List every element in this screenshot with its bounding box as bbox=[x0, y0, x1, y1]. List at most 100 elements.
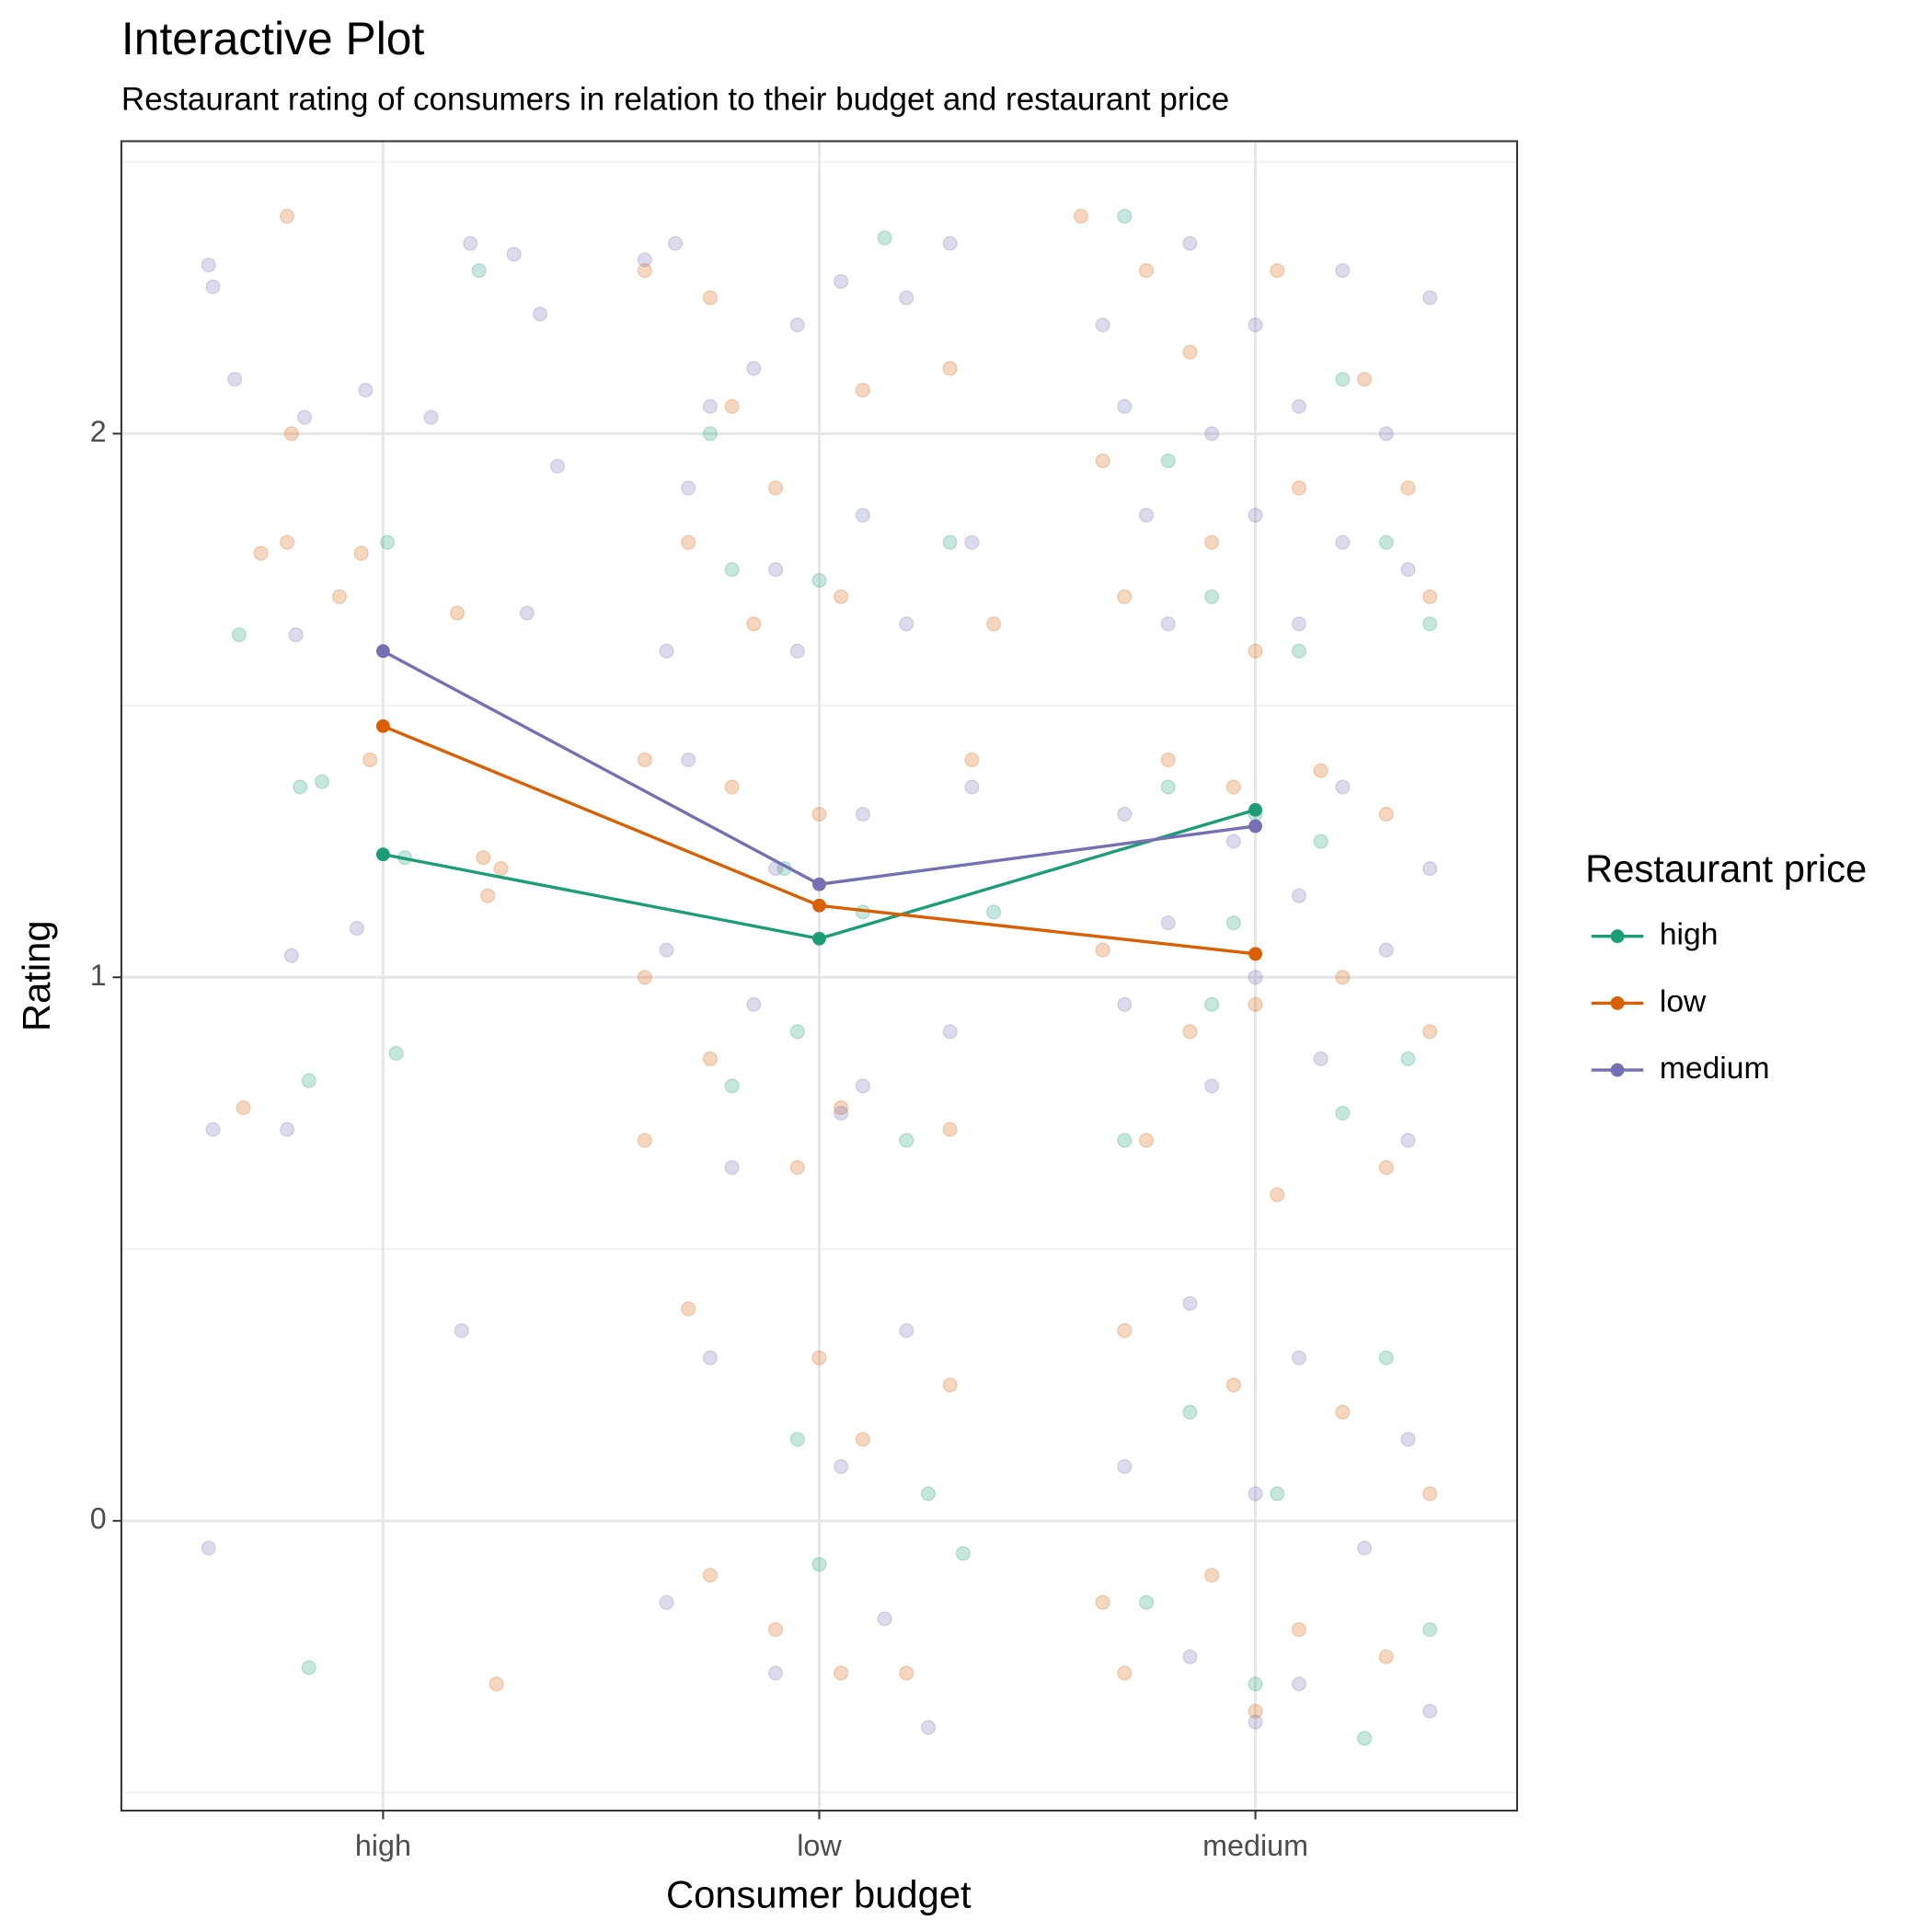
jitter-point bbox=[283, 426, 299, 442]
jitter-point bbox=[449, 605, 466, 621]
jitter-point bbox=[489, 1676, 504, 1692]
jitter-point bbox=[1248, 317, 1263, 333]
jitter-point bbox=[1291, 888, 1307, 903]
jitter-point bbox=[231, 627, 247, 643]
jitter-point bbox=[331, 589, 348, 604]
jitter-point bbox=[1291, 643, 1307, 659]
jitter-point bbox=[899, 1665, 914, 1681]
x-tick-label: medium bbox=[1202, 1829, 1308, 1862]
jitter-point bbox=[1182, 344, 1198, 360]
jitter-point bbox=[637, 1133, 652, 1148]
jitter-point bbox=[702, 290, 719, 305]
jitter-point bbox=[1204, 1078, 1220, 1094]
jitter-point bbox=[1291, 1622, 1307, 1638]
x-tick-label: low bbox=[797, 1829, 842, 1862]
jitter-point bbox=[942, 361, 958, 376]
jitter-point bbox=[1291, 398, 1307, 414]
jitter-point bbox=[899, 616, 914, 632]
jitter-point bbox=[1117, 1133, 1133, 1148]
mean-point bbox=[375, 847, 390, 862]
jitter-point bbox=[1378, 535, 1394, 550]
jitter-point bbox=[834, 1458, 849, 1475]
jitter-point bbox=[964, 752, 980, 767]
jitter-point bbox=[681, 1301, 696, 1317]
jitter-point bbox=[1378, 1649, 1394, 1664]
jitter-point bbox=[637, 752, 652, 767]
jitter-point bbox=[767, 1665, 784, 1681]
mean-point bbox=[1248, 819, 1262, 834]
jitter-point bbox=[1378, 426, 1394, 442]
jitter-point bbox=[1378, 1350, 1394, 1365]
jitter-point bbox=[1073, 208, 1089, 224]
jitter-point bbox=[877, 1611, 892, 1627]
jitter-point bbox=[942, 236, 958, 251]
jitter-point bbox=[296, 409, 313, 425]
jitter-point bbox=[811, 806, 827, 822]
jitter-point bbox=[227, 372, 243, 387]
jitter-point bbox=[855, 507, 870, 523]
jitter-point bbox=[702, 426, 719, 442]
jitter-point bbox=[789, 643, 805, 659]
jitter-point bbox=[1378, 1159, 1394, 1176]
jitter-point bbox=[1225, 779, 1241, 795]
jitter-point bbox=[1378, 806, 1394, 822]
jitter-point bbox=[1400, 1051, 1416, 1066]
jitter-point bbox=[920, 1719, 937, 1735]
jitter-point bbox=[280, 208, 295, 224]
jitter-point bbox=[746, 616, 762, 632]
jitter-point bbox=[1225, 834, 1241, 849]
jitter-point bbox=[899, 1133, 914, 1148]
jitter-point bbox=[280, 535, 295, 550]
jitter-point bbox=[1095, 453, 1110, 468]
jitter-point bbox=[1313, 834, 1328, 849]
jitter-point bbox=[1117, 1458, 1133, 1475]
jitter-point bbox=[942, 535, 958, 550]
chart-subtitle: Restaurant rating of consumers in relati… bbox=[121, 82, 1229, 118]
jitter-point bbox=[681, 535, 696, 550]
jitter-point bbox=[659, 942, 674, 958]
jitter-point bbox=[423, 409, 439, 425]
jitter-point bbox=[1095, 1594, 1110, 1610]
jitter-point bbox=[1160, 616, 1176, 632]
jitter-point bbox=[855, 1078, 870, 1094]
jitter-point bbox=[1422, 616, 1438, 632]
jitter-point bbox=[1248, 1714, 1263, 1730]
jitter-point bbox=[1422, 290, 1438, 305]
jitter-point bbox=[1204, 426, 1220, 442]
jitter-point bbox=[1400, 562, 1416, 578]
jitter-point bbox=[301, 1073, 316, 1088]
jitter-point bbox=[899, 290, 914, 305]
jitter-point bbox=[1335, 779, 1351, 795]
jitter-point bbox=[380, 535, 396, 550]
jitter-point bbox=[1335, 1404, 1351, 1420]
jitter-point bbox=[476, 850, 491, 866]
jitter-point bbox=[1357, 1731, 1373, 1746]
jitter-point bbox=[637, 263, 652, 279]
jitter-point bbox=[1117, 996, 1133, 1012]
jitter-point bbox=[964, 535, 980, 550]
jitter-point bbox=[1400, 480, 1416, 496]
jitter-point bbox=[1138, 1594, 1155, 1610]
jitter-point bbox=[1291, 1676, 1307, 1692]
jitter-point bbox=[1248, 1486, 1263, 1501]
jitter-point bbox=[789, 1159, 805, 1176]
jitter-point bbox=[1182, 1404, 1198, 1420]
jitter-point bbox=[1248, 507, 1263, 523]
jitter-point bbox=[789, 317, 805, 333]
jitter-point bbox=[1422, 1622, 1438, 1638]
legend-dot bbox=[1610, 995, 1625, 1010]
jitter-point bbox=[1248, 996, 1263, 1012]
jitter-point bbox=[1117, 208, 1133, 224]
jitter-point bbox=[702, 1051, 719, 1066]
jitter-point bbox=[877, 230, 892, 246]
jitter-point bbox=[1182, 1295, 1198, 1311]
jitter-point bbox=[834, 589, 849, 604]
jitter-point bbox=[349, 920, 365, 937]
plot-border bbox=[120, 140, 1519, 1812]
jitter-point bbox=[767, 1622, 784, 1638]
jitter-point bbox=[834, 273, 849, 289]
jitter-point bbox=[1095, 942, 1110, 958]
jitter-point bbox=[964, 779, 980, 795]
jitter-point bbox=[1095, 317, 1110, 333]
